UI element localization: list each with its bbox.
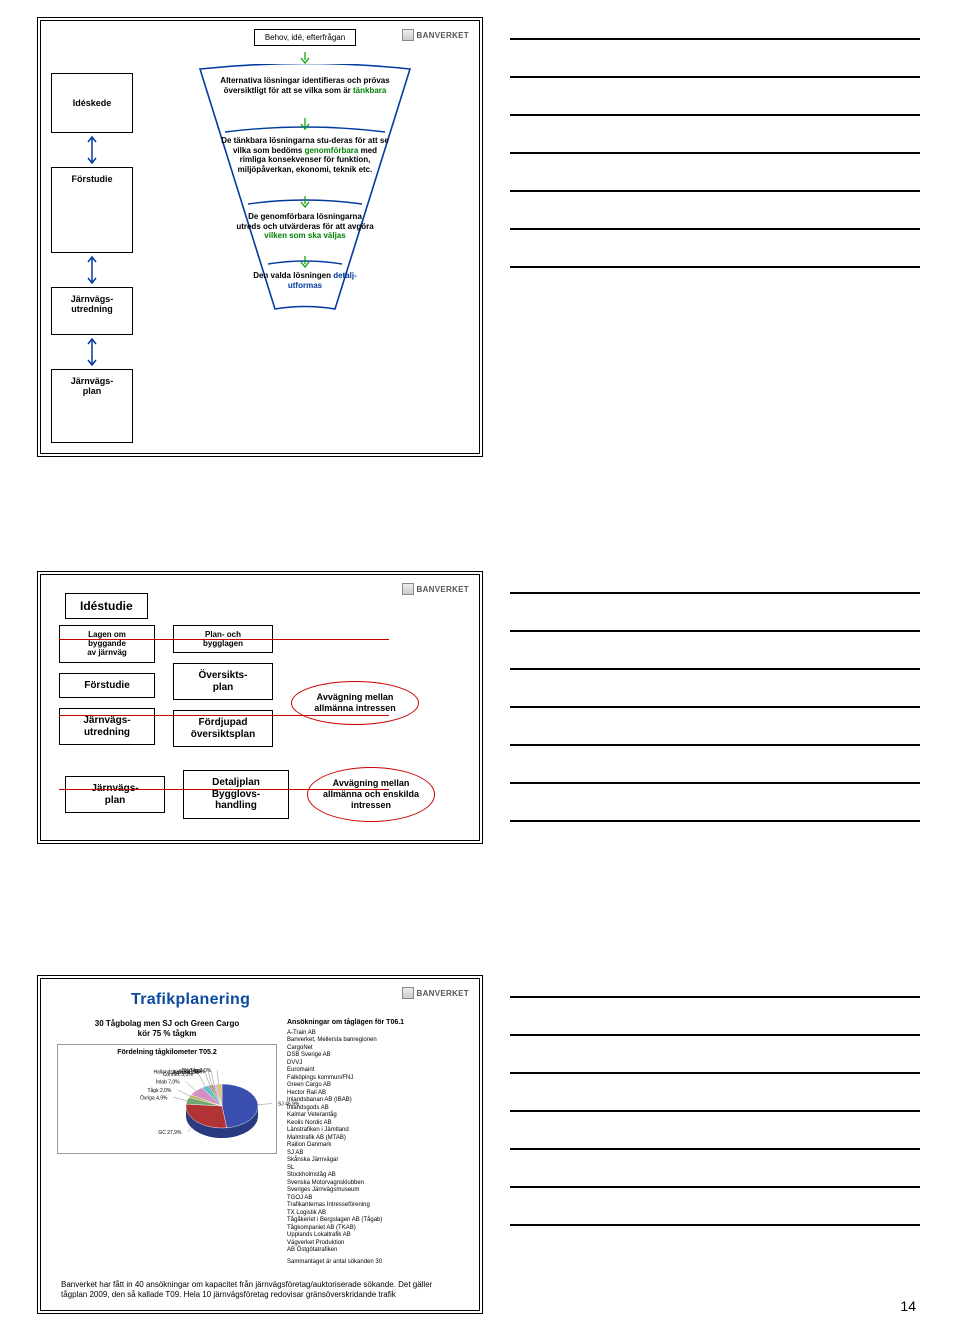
forstudie-box: Förstudie xyxy=(59,673,155,699)
phase-plan: Järnvägs- plan xyxy=(51,369,133,443)
company-item: DSB Sverige AB xyxy=(287,1052,463,1060)
utredning-box: Järnvägs- utredning xyxy=(59,708,155,745)
company-item: A-Train AB xyxy=(287,1030,463,1038)
phase-forstudie: Förstudie xyxy=(51,167,133,253)
company-item: Svenska Motorvagnsklubben xyxy=(287,1180,463,1188)
company-item: Banverket, Mellersta banregionen xyxy=(287,1037,463,1045)
company-item: CargoNet xyxy=(287,1045,463,1053)
right-footer: Sammantaget är antal sökanden 30 xyxy=(287,1259,463,1267)
notes-area-3 xyxy=(510,978,920,1262)
svg-text:BK Tåg 3,0%: BK Tåg 3,0% xyxy=(182,1067,212,1074)
logo-text: BANVERKET xyxy=(417,989,469,998)
right-title: Ansökningar om tåglägen för T06.1 xyxy=(287,1019,463,1028)
company-item: Trafikanternas Intresseförening xyxy=(287,1202,463,1210)
svg-text:GC 27,9%: GC 27,9% xyxy=(158,1130,182,1136)
down-arrow-icon xyxy=(300,118,310,130)
company-item: Upplands Lokaltrafik AB xyxy=(287,1232,463,1240)
slide-2: BANVERKET Idéstudie Lagen om byggande av… xyxy=(40,574,480,841)
svg-text:Tågk 2,0%: Tågk 2,0% xyxy=(147,1087,171,1094)
chart-title: Fördelning tågkilometer T05.2 xyxy=(62,1049,272,1056)
svg-text:SJ 46,9%: SJ 46,9% xyxy=(278,1102,300,1108)
funnel-text-2: De tänkbara lösningarna stu-deras för at… xyxy=(220,136,390,174)
lagen-box: Lagen om byggande av järnväg xyxy=(59,625,155,663)
down-arrow-icon xyxy=(300,256,310,268)
company-item: Tågkompaniet AB (TKAB) xyxy=(287,1225,463,1233)
top-box: Behov, idé, efterfrågan xyxy=(254,29,356,46)
slide3-left: 30 Tågbolag men SJ och Green Cargo kör 7… xyxy=(57,1019,277,1266)
company-item: AB Östgötatrafiken xyxy=(287,1247,463,1255)
down-arrow-icon xyxy=(300,196,310,208)
slide-3: BANVERKET Trafikplanering 30 Tågbolag me… xyxy=(40,978,480,1311)
slide-1: BANVERKET Idéskede Förstudie Järnvägs- u… xyxy=(40,20,480,454)
svg-text:Övriga 4,9%: Övriga 4,9% xyxy=(140,1094,168,1101)
banverket-logo: BANVERKET xyxy=(402,583,469,595)
page-number: 14 xyxy=(900,1298,916,1314)
oval-2: Avvägning mellan allmänna och enskilda i… xyxy=(307,767,435,821)
company-item: TGOJ AB xyxy=(287,1195,463,1203)
funnel-text-4: Den valda lösningen detalj-utformas xyxy=(250,271,360,290)
updown-arrow-icon xyxy=(86,135,98,165)
company-item: Tågåkeriet i Bergslagen AB (Tågab) xyxy=(287,1217,463,1225)
idestudie-box: Idéstudie xyxy=(65,593,148,619)
phase-column: Idéskede Förstudie Järnvägs- utredning J… xyxy=(51,29,133,443)
funnel-text-1: Alternativa lösningar identifieras och p… xyxy=(205,76,405,95)
slide-1-row: BANVERKET Idéskede Förstudie Järnvägs- u… xyxy=(0,20,960,454)
company-item: Stockholmståg AB xyxy=(287,1172,463,1180)
mid-grid: Lagen om byggande av järnväg Förstudie J… xyxy=(59,625,461,747)
banverket-logo: BANVERKET xyxy=(402,29,469,41)
bottom-row: Järnvägs- plan Detaljplan Bygglovs- hand… xyxy=(59,767,461,821)
phase-ideskede: Idéskede xyxy=(51,73,133,133)
slide-2-row: BANVERKET Idéstudie Lagen om byggande av… xyxy=(0,574,960,858)
updown-arrow-icon xyxy=(86,337,98,367)
phase-utredning: Järnvägs- utredning xyxy=(51,287,133,335)
down-arrow-icon xyxy=(300,52,310,64)
funnel-diagram: Behov, idé, efterfrågan Alternativa lösn… xyxy=(141,29,469,443)
notes-area-1 xyxy=(510,20,920,304)
svg-text:Inlab 7,0%: Inlab 7,0% xyxy=(156,1079,180,1085)
company-item: Skånska Järnvägar xyxy=(287,1157,463,1165)
updown-arrow-icon xyxy=(86,255,98,285)
banverket-logo: BANVERKET xyxy=(402,987,469,999)
oversiktsplan-box: Översikts- plan xyxy=(173,663,273,700)
slide3-footer: Banverket har fått in 40 ansökningar om … xyxy=(51,1280,469,1300)
logo-text: BANVERKET xyxy=(417,585,469,594)
company-item: Sveriges Järnvägsmuseum xyxy=(287,1187,463,1195)
detaljplan-box: Detaljplan Bygglovs- handling xyxy=(183,770,289,819)
slide-3-row: BANVERKET Trafikplanering 30 Tågbolag me… xyxy=(0,978,960,1311)
notes-area-2 xyxy=(510,574,920,858)
funnel-text-3: De genomförbara lösningarna utreds och u… xyxy=(235,212,375,241)
jarnvagsplan-box: Järnvägs- plan xyxy=(65,776,165,813)
logo-text: BANVERKET xyxy=(417,31,469,40)
oval-1: Avvägning mellan allmänna intressen xyxy=(291,681,419,725)
pie-chart: Fördelning tågkilometer T05.2 SJ 46,9%GC… xyxy=(57,1044,277,1154)
slide3-sub: 30 Tågbolag men SJ och Green Cargo kör 7… xyxy=(57,1019,277,1038)
